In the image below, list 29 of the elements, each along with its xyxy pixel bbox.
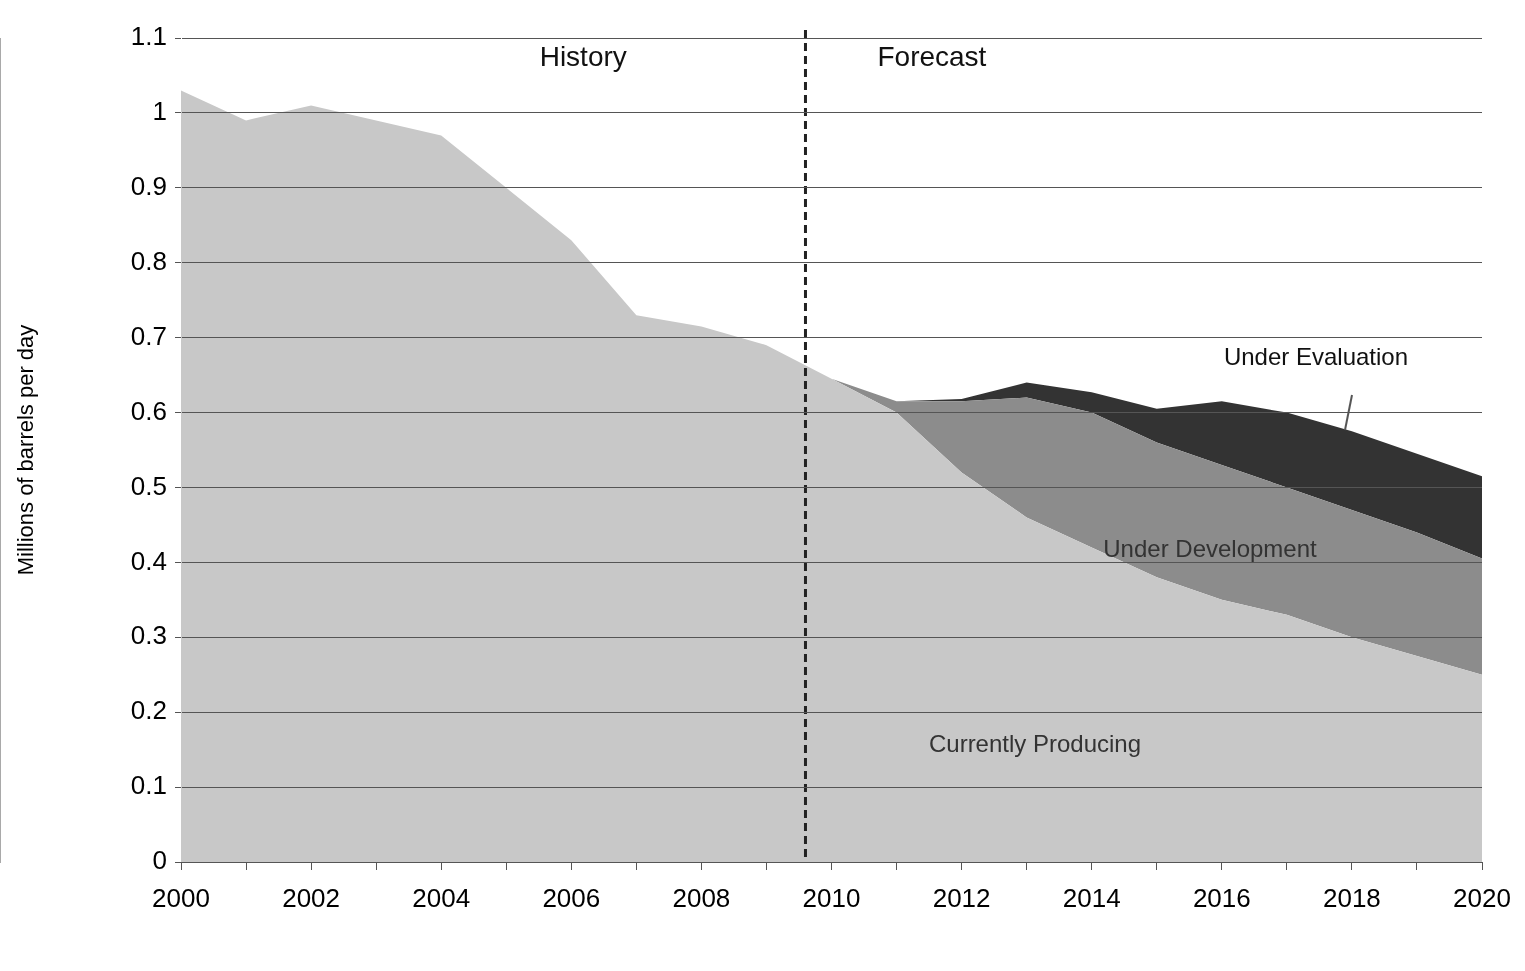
annotation: History: [539, 40, 627, 72]
y-tick-label: 0.5: [130, 470, 167, 501]
y-tick-label: 0.7: [130, 320, 167, 351]
series-label: Under Evaluation: [1223, 342, 1409, 370]
x-tick-label: 2020: [1453, 882, 1511, 913]
series-label: Under Development: [1103, 534, 1318, 562]
x-tick-label: 2008: [672, 882, 731, 913]
y-tick-label: 0.6: [130, 395, 167, 426]
y-tick-label: 0.4: [130, 545, 167, 576]
x-tick-label: 2000: [152, 882, 210, 913]
annotation: Forecast: [877, 40, 987, 72]
x-tick-label: 2018: [1322, 882, 1381, 913]
y-tick-label: 1: [152, 96, 167, 127]
y-axis-title: Millions of barrels per day: [13, 324, 39, 576]
x-tick-label: 2014: [1062, 882, 1121, 913]
x-tick-label: 2006: [542, 882, 601, 913]
series-label: Currently Producing: [928, 729, 1142, 757]
y-tick-label: 0.1: [130, 770, 167, 801]
y-tick-label: 1.1: [130, 21, 167, 52]
y-tick-label: 0.3: [130, 620, 167, 651]
y-tick-label: 0.9: [130, 170, 167, 201]
y-tick-label: 0: [152, 845, 167, 876]
x-tick-label: 2016: [1192, 882, 1251, 913]
y-tick-label: 0.2: [130, 695, 167, 726]
x-tick-label: 2012: [932, 882, 991, 913]
y-tick-label: 0.8: [130, 245, 167, 276]
x-tick-label: 2004: [412, 882, 471, 913]
x-tick-label: 2002: [282, 882, 341, 913]
x-tick-label: 2010: [802, 882, 861, 913]
